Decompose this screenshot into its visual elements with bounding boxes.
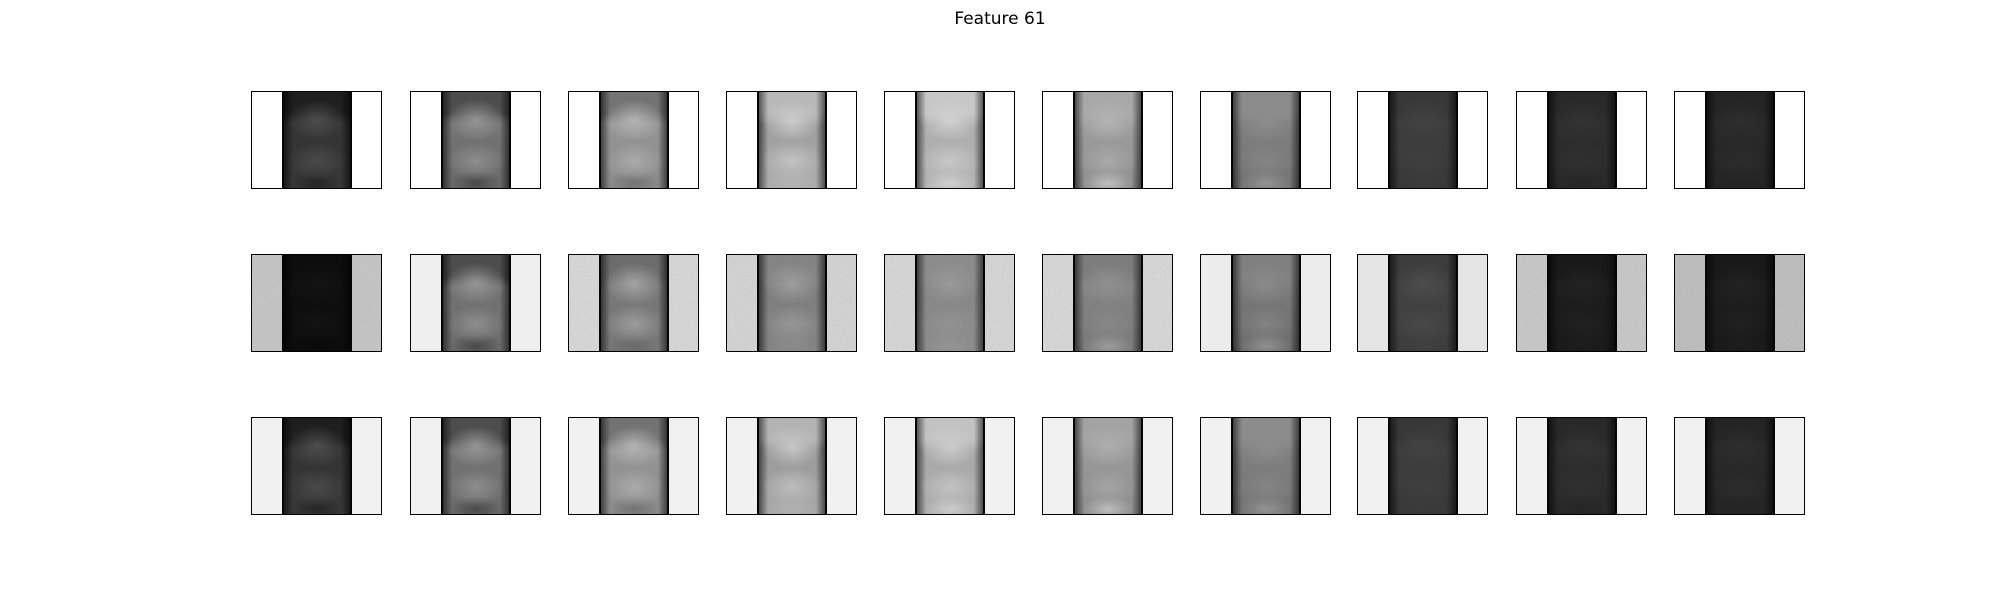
activation-image [1231,92,1301,188]
feature-panel-r1-c1 [251,91,382,189]
feature-panel-r3-c9 [1516,417,1647,515]
feature-panel-r2-c7 [1200,254,1331,352]
feature-panel-r2-c6 [1042,254,1173,352]
noise-texture [1675,255,1804,351]
activation-image [1705,418,1775,514]
feature-panel-r1-c7 [1200,91,1331,189]
activation-image [915,92,985,188]
feature-panel-r3-c2 [410,417,541,515]
feature-panel-r3-c6 [1042,417,1173,515]
activation-image [1705,92,1775,188]
feature-panel-r2-c4 [726,254,857,352]
feature-panel-r3-c10 [1674,417,1805,515]
activation-image [915,418,985,514]
noise-texture [885,255,1014,351]
activation-image [1388,418,1458,514]
feature-panel-r2-c10 [1674,254,1805,352]
noise-texture [727,255,856,351]
activation-image [757,92,827,188]
activation-image [1547,92,1617,188]
feature-panel-r1-c6 [1042,91,1173,189]
feature-panel-r3-c1 [251,417,382,515]
activation-image [1231,255,1301,351]
noise-texture [252,255,381,351]
activation-image [599,92,669,188]
figure-title: Feature 61 [954,9,1046,29]
feature-panel-r3-c4 [726,417,857,515]
noise-texture [1517,255,1646,351]
activation-image [1388,255,1458,351]
activation-image [282,418,352,514]
feature-panel-r1-c8 [1357,91,1488,189]
activation-image [441,255,511,351]
noise-texture [1043,255,1172,351]
activation-image [1231,418,1301,514]
feature-panel-r1-c3 [568,91,699,189]
feature-panel-r3-c7 [1200,417,1331,515]
feature-panel-r3-c5 [884,417,1015,515]
activation-image [1388,92,1458,188]
feature-panel-r1-c9 [1516,91,1647,189]
noise-texture [569,255,698,351]
activation-image [441,92,511,188]
feature-panel-r2-c9 [1516,254,1647,352]
feature-panel-r3-c3 [568,417,699,515]
feature-panel-r1-c4 [726,91,857,189]
activation-image [1073,418,1143,514]
feature-panel-r1-c5 [884,91,1015,189]
feature-panel-r3-c8 [1357,417,1488,515]
feature-panel-r2-c2 [410,254,541,352]
activation-image [1073,92,1143,188]
activation-image [1547,418,1617,514]
feature-panel-r2-c3 [568,254,699,352]
activation-image [757,418,827,514]
activation-image [441,418,511,514]
feature-panel-r1-c10 [1674,91,1805,189]
feature-panel-r2-c8 [1357,254,1488,352]
activation-image [599,418,669,514]
feature-panel-r2-c1 [251,254,382,352]
feature-panel-r1-c2 [410,91,541,189]
activation-image [282,92,352,188]
feature-panel-r2-c5 [884,254,1015,352]
